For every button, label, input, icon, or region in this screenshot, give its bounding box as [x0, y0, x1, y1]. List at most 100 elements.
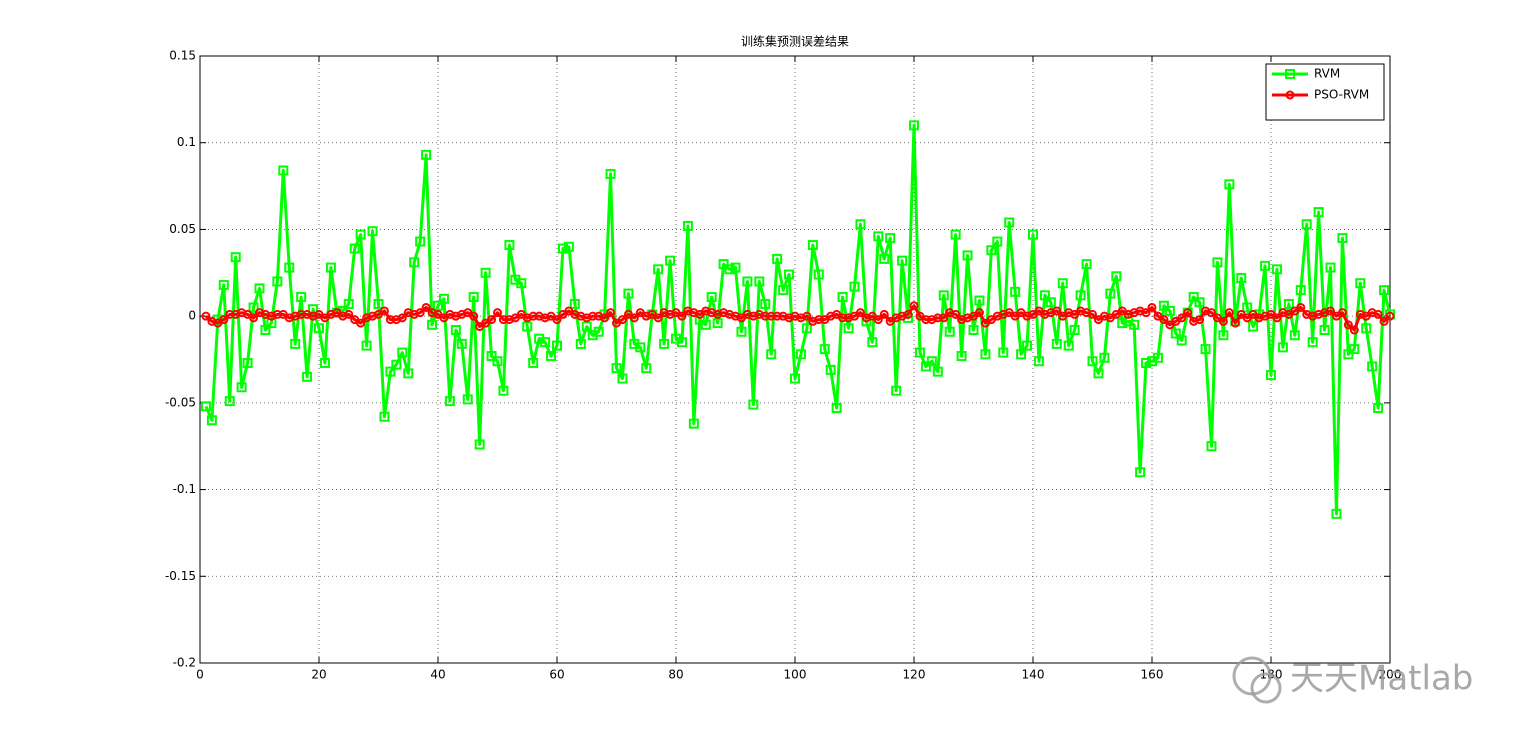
data-point [469, 311, 479, 321]
data-point [1361, 323, 1372, 334]
data-point [450, 325, 461, 336]
data-point [1033, 356, 1044, 367]
y-tick-label: 0.1 [177, 135, 196, 149]
data-point [284, 262, 295, 273]
data-point [1176, 335, 1187, 346]
data-point [1141, 308, 1151, 318]
data-point [373, 299, 384, 310]
data-point [813, 269, 824, 280]
x-tick-label: 100 [784, 668, 807, 682]
data-point [1158, 300, 1169, 311]
data-point [1296, 302, 1306, 312]
data-point [325, 262, 336, 273]
data-point [659, 338, 670, 349]
data-point [939, 313, 949, 323]
data-point [760, 311, 770, 321]
chart-title: 训练集预测误差结果 [741, 34, 849, 49]
data-point [278, 165, 289, 176]
data-point [225, 309, 235, 319]
data-point [409, 257, 420, 268]
data-point [1331, 508, 1342, 519]
data-point [891, 385, 902, 396]
data-point [641, 363, 652, 374]
data-point [421, 302, 431, 312]
legend-label: RVM [1314, 67, 1340, 81]
data-point [546, 351, 557, 362]
data-point [272, 309, 282, 319]
data-point [254, 283, 265, 294]
data-point [843, 323, 854, 334]
data-point [1325, 262, 1336, 273]
data-point [248, 302, 259, 313]
watermark: 天天Matlab [1290, 659, 1473, 699]
data-point [200, 401, 211, 412]
data-point [1129, 319, 1140, 330]
data-point [998, 347, 1009, 358]
data-point [1326, 306, 1335, 316]
y-tick-label: 0 [188, 309, 196, 323]
data-point [1277, 342, 1288, 353]
data-point [1272, 313, 1282, 323]
data-point [968, 325, 979, 336]
data-point [230, 252, 241, 263]
data-point [605, 168, 616, 179]
data-point [676, 337, 687, 348]
data-point [1355, 278, 1366, 289]
data-point [349, 243, 360, 254]
data-point [1093, 368, 1104, 379]
data-point [1069, 325, 1080, 336]
data-point [914, 347, 925, 358]
data-point [653, 313, 663, 323]
data-point [600, 313, 610, 323]
data-point [1159, 315, 1169, 325]
y-tick-label: -0.2 [173, 656, 196, 670]
data-point [606, 308, 616, 318]
data-point [1260, 260, 1271, 271]
data-point [1367, 361, 1378, 372]
series-markers [201, 301, 1395, 335]
watermark-icon [1250, 672, 1282, 704]
data-point [1218, 330, 1229, 341]
data-point [563, 241, 574, 252]
data-point [1218, 316, 1228, 326]
data-point [1224, 308, 1234, 318]
data-point [1207, 308, 1216, 318]
data-point [492, 356, 503, 367]
data-point [1230, 318, 1240, 328]
y-tick-label: -0.05 [165, 395, 196, 409]
x-tick-label: 80 [668, 668, 683, 682]
data-point [1088, 309, 1097, 319]
data-point [1301, 219, 1312, 230]
data-point [486, 351, 497, 362]
data-point [528, 311, 538, 321]
y-tick-label: -0.1 [173, 482, 196, 496]
data-point [427, 319, 438, 330]
data-point [944, 326, 955, 337]
data-point [724, 264, 735, 275]
data-point [260, 325, 271, 336]
data-point [1081, 259, 1092, 270]
data-point [1188, 292, 1199, 303]
data-point [355, 229, 366, 240]
data-point [766, 311, 776, 321]
data-point [1194, 297, 1205, 308]
data-point [1307, 337, 1318, 348]
data-point [1152, 352, 1163, 363]
data-point [1063, 340, 1074, 351]
data-point [951, 309, 961, 319]
legend-label: PSO-RVM [1314, 88, 1369, 102]
data-point [569, 299, 580, 310]
data-point [1004, 217, 1015, 228]
data-point [1285, 90, 1295, 100]
data-point [1373, 403, 1384, 414]
data-point [885, 233, 896, 244]
data-point [938, 290, 949, 301]
data-point [296, 292, 307, 303]
data-point [909, 301, 919, 311]
data-point [974, 308, 984, 318]
data-point [1022, 340, 1033, 351]
data-point [748, 399, 759, 410]
data-point [635, 342, 646, 353]
data-point [462, 394, 473, 405]
data-point [438, 293, 449, 304]
